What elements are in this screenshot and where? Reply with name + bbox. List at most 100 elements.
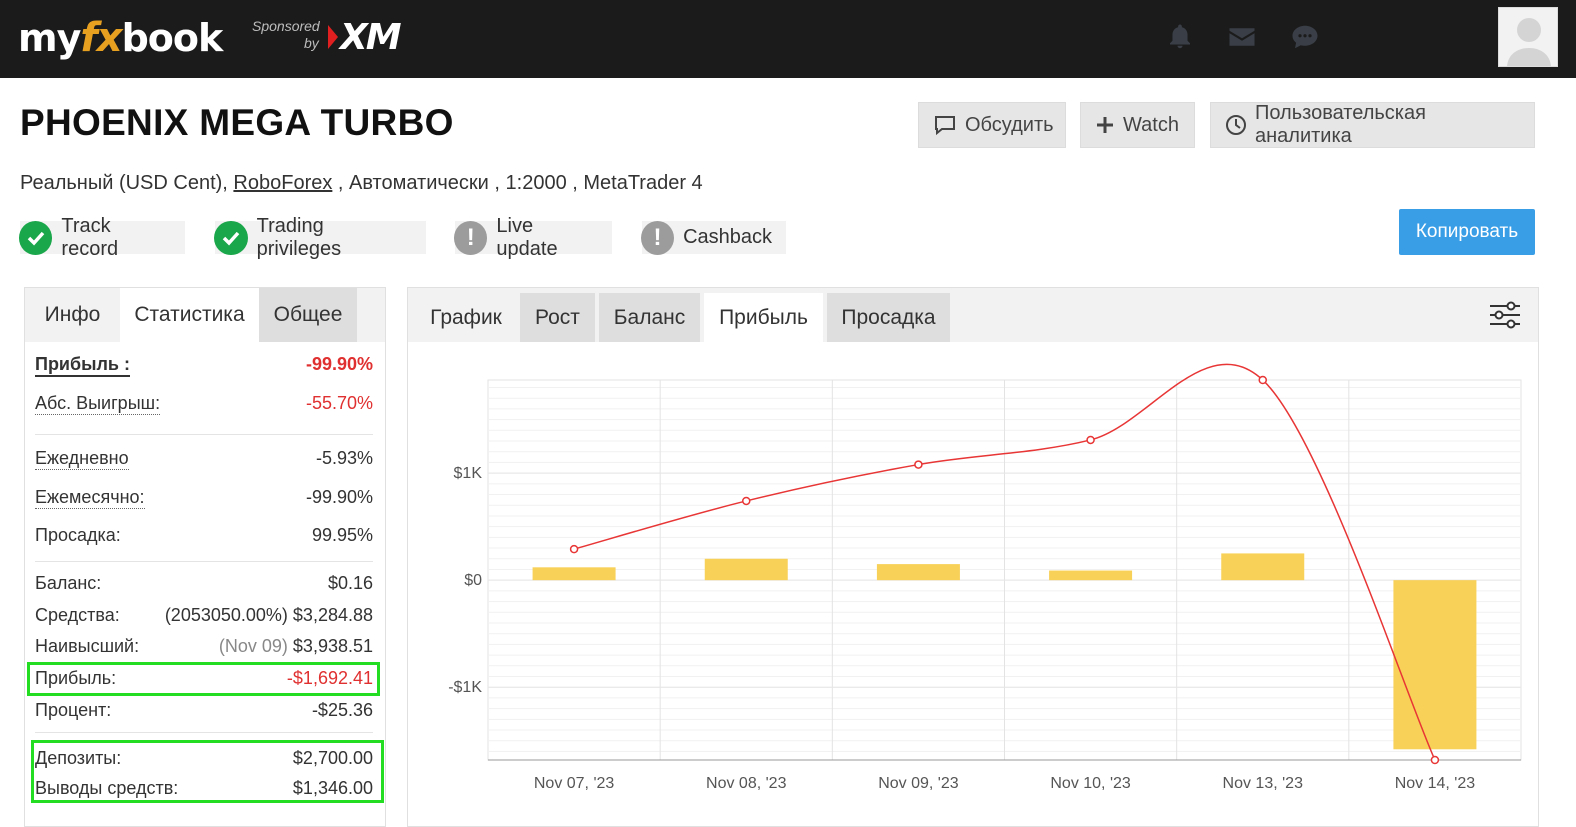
stat-row-balance: Баланс: $0.16 (35, 573, 373, 594)
stat-value: 99.95% (311, 525, 373, 545)
growth-point (742, 496, 751, 506)
custom-analytics-button[interactable]: Пользовательская аналитика (1210, 102, 1535, 148)
tab-profit[interactable]: Прибыль (704, 293, 823, 342)
stat-row-profit-amount: Прибыль: -$1,692.41 (35, 668, 373, 689)
bell-icon[interactable] (1165, 22, 1195, 52)
profit-bar (1221, 553, 1305, 581)
check-icon (214, 220, 248, 255)
y-tick-label: $0 (464, 572, 482, 589)
profit-bar (876, 564, 960, 581)
tab-growth[interactable]: Рост (520, 293, 595, 342)
stat-label: Просадка: (35, 525, 121, 545)
badge-track-record[interactable]: Track record (19, 215, 185, 260)
stat-row-highest: Наивысший: (Nov 09) $3,938.51 (35, 636, 373, 657)
stat-value: -99.90% (305, 354, 373, 374)
stat-label[interactable]: Абс. Выигрыш: (35, 393, 161, 415)
growth-line-series (569, 363, 1440, 765)
badge-trading-privileges[interactable]: Trading privileges (214, 215, 426, 260)
xm-logo-text: XM (340, 16, 402, 58)
logo-text: myfxbook (18, 15, 223, 61)
filter-settings-icon[interactable] (1488, 298, 1522, 332)
tab-chart[interactable]: График (430, 305, 502, 329)
stat-value: $1,346.00 (292, 778, 373, 798)
equity-percent: (2053050.00%) (164, 605, 288, 625)
stat-value: (2053050.00%) $3,284.88 (165, 605, 373, 626)
stat-label[interactable]: Ежедневно (35, 448, 129, 470)
y-tick-label: -$1K (448, 679, 482, 696)
top-navigation-bar: myfxbook Sponsored by XM (0, 0, 1576, 78)
highlight-box-profit (27, 662, 380, 696)
equity-amount: $3,284.88 (292, 605, 373, 625)
account-details: , Автоматически , 1:2000 , MetaTrader 4 (332, 172, 703, 194)
stat-value: (Nov 09) $3,938.51 (219, 636, 373, 657)
profit-bars (532, 553, 1477, 750)
broker-link[interactable]: RoboForex (233, 172, 333, 194)
account-type: Реальный (USD Cent), (20, 172, 228, 194)
growth-point (1258, 375, 1267, 385)
stat-label: Наивысший: (35, 636, 140, 656)
tab-drawdown[interactable]: Просадка (827, 293, 950, 342)
tab-info[interactable]: Инфо (25, 288, 120, 342)
stats-tabs: Инфо Статистика Общее (25, 288, 385, 342)
stat-label[interactable]: Прибыль : (35, 354, 130, 377)
stat-label: Выводы средств: (35, 778, 179, 798)
discuss-button[interactable]: Обсудить (918, 102, 1066, 148)
user-avatar[interactable] (1498, 7, 1558, 67)
x-axis-ticks: Nov 07, '23 Nov 08, '23 Nov 09, '23 Nov 10,… (534, 775, 1475, 792)
stat-row-deposits: Депозиты: $2,700.00 (35, 748, 373, 769)
chat-icon[interactable] (1290, 22, 1320, 52)
watch-label: Watch (1123, 113, 1179, 136)
stat-value: -55.70% (305, 393, 373, 413)
stat-row-monthly: Ежемесячно: -99.90% (35, 487, 373, 509)
profit-bar (532, 567, 616, 581)
xm-mark-icon (328, 25, 338, 49)
stat-value: -99.90% (305, 487, 373, 507)
xm-logo[interactable]: XM (328, 16, 402, 58)
tab-balance[interactable]: Баланс (599, 293, 700, 342)
stat-label: Депозиты: (35, 748, 122, 768)
tab-general[interactable]: Общее (259, 288, 357, 342)
stat-row-interest: Процент: -$25.36 (35, 700, 373, 721)
y-axis-ticks: $1K $0 -$1K (448, 465, 482, 696)
stat-label: Процент: (35, 700, 112, 720)
stat-row-withdrawals: Выводы средств: $1,346.00 (35, 778, 373, 799)
badge-label: Track record (61, 214, 119, 260)
exclamation-icon: ! (454, 220, 488, 255)
profit-bar (704, 558, 788, 581)
badge-live-update[interactable]: ! Live update (454, 215, 612, 260)
stat-row-profit-pct: Прибыль : -99.90% (35, 354, 373, 377)
divider (35, 561, 373, 562)
growth-point (569, 544, 579, 554)
exclamation-icon: ! (641, 220, 675, 255)
stat-label[interactable]: Ежемесячно: (35, 487, 145, 509)
profit-bar (1393, 580, 1477, 750)
analytics-label: Пользовательская аналитика (1255, 102, 1426, 147)
chart-panel: График Рост Баланс Прибыль Просадка $1K $… (407, 287, 1539, 827)
stat-value: $0.16 (327, 573, 373, 593)
profit-chart: $1K $0 -$1K Nov 07, '23 Nov 08, '23 Nov 09, … (448, 363, 1522, 792)
stat-row-abs-gain: Абс. Выигрыш: -55.70% (35, 393, 373, 415)
stat-row-daily: Ежедневно -5.93% (35, 448, 373, 470)
highest-amount: $3,938.51 (292, 636, 373, 656)
growth-point (1086, 435, 1095, 445)
x-tick-label: Nov 10, '23 (1050, 775, 1131, 792)
stats-panel: Инфо Статистика Общее Прибыль : -99.90% … (24, 287, 386, 827)
divider (35, 434, 373, 435)
badge-label: Cashback (683, 226, 772, 248)
copy-button[interactable]: Копировать (1399, 209, 1535, 255)
myfxbook-logo[interactable]: myfxbook (18, 8, 223, 68)
y-tick-label: $1K (454, 465, 483, 482)
stat-label: Средства: (35, 605, 120, 625)
tab-statistics[interactable]: Статистика (120, 288, 259, 342)
badge-cashback[interactable]: ! Cashback (641, 220, 786, 255)
user-silhouette-icon (1507, 18, 1551, 66)
stat-row-drawdown: Просадка: 99.95% (35, 525, 373, 546)
badge-label: Trading privileges (256, 214, 342, 260)
envelope-icon[interactable] (1227, 22, 1257, 52)
highlight-box-deposits (31, 740, 384, 803)
watch-button[interactable]: Watch (1080, 102, 1195, 148)
x-tick-label: Nov 09, '23 (878, 775, 959, 792)
profit-bar (1049, 570, 1133, 581)
growth-point (1430, 755, 1440, 765)
stat-value: $2,700.00 (292, 748, 373, 768)
